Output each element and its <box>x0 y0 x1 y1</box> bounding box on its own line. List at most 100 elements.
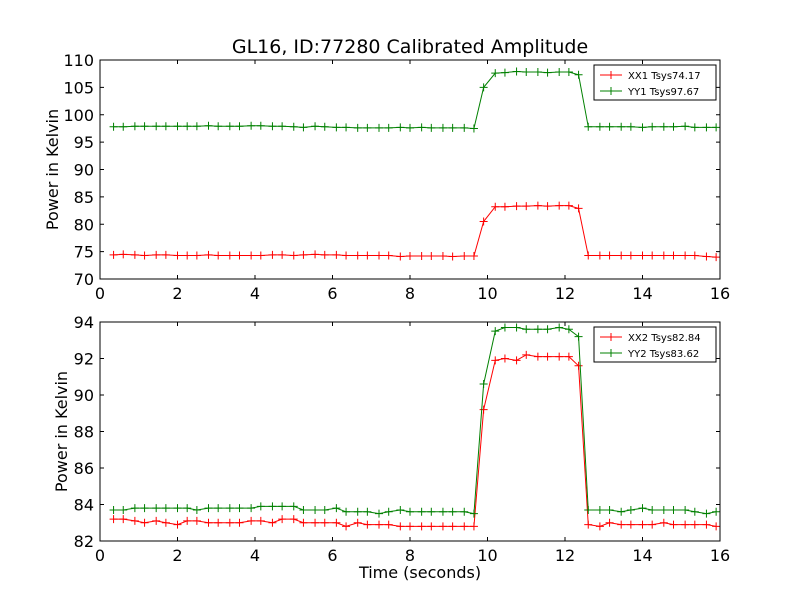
data-point-marker <box>626 520 635 529</box>
data-point-marker <box>268 518 277 527</box>
legend-swatch-marker <box>607 87 615 95</box>
data-point-marker <box>332 250 341 259</box>
data-point-marker <box>406 507 414 516</box>
data-point-marker <box>584 251 593 260</box>
data-point-marker <box>332 123 341 132</box>
data-point-marker <box>214 122 223 131</box>
data-point-marker <box>109 505 118 514</box>
data-point-marker <box>396 522 405 531</box>
y-tick-label: 95 <box>74 133 94 152</box>
data-point-marker <box>648 505 657 514</box>
data-point-marker <box>320 505 329 514</box>
x-tick-label: 6 <box>327 546 337 565</box>
data-point-marker <box>712 507 720 516</box>
data-point-marker <box>119 515 128 524</box>
data-point-marker <box>712 522 720 531</box>
data-point-marker <box>681 122 690 131</box>
data-point-marker <box>574 70 583 79</box>
data-point-marker <box>342 507 351 516</box>
data-point-marker <box>140 122 149 131</box>
data-point-marker <box>173 520 182 529</box>
data-point-marker <box>617 507 626 516</box>
data-point-marker <box>375 520 383 529</box>
data-point-marker <box>375 251 383 260</box>
data-point-marker <box>161 504 170 513</box>
data-point-marker <box>375 509 383 518</box>
y-tick-label: 110 <box>63 51 94 70</box>
data-point-marker <box>512 356 521 365</box>
data-point-marker <box>214 518 223 527</box>
data-point-marker <box>648 251 657 260</box>
data-point-marker <box>152 250 161 259</box>
data-point-marker <box>396 505 405 514</box>
data-point-marker <box>626 122 635 131</box>
data-point-marker <box>247 251 256 260</box>
y-tick-label: 85 <box>74 188 94 207</box>
data-point-marker <box>192 505 201 514</box>
data-point-marker <box>543 202 552 211</box>
series-xx2 <box>109 350 720 531</box>
data-point-marker <box>605 122 614 131</box>
x-tick-label: 16 <box>710 284 730 303</box>
data-point-marker <box>564 325 573 334</box>
data-point-marker <box>173 504 182 513</box>
data-point-marker <box>417 522 426 531</box>
y-tick-label: 86 <box>74 459 94 478</box>
data-point-marker <box>375 123 383 132</box>
data-point-marker <box>690 507 699 516</box>
series-yy1 <box>109 67 720 133</box>
data-point-marker <box>469 509 478 518</box>
x-tick-label: 6 <box>327 284 337 303</box>
legend-swatch-marker <box>607 333 615 341</box>
legend-box <box>593 326 717 363</box>
data-point-marker <box>638 504 647 513</box>
data-point-marker <box>183 122 192 131</box>
data-point-marker <box>417 252 426 261</box>
data-point-marker <box>460 507 469 516</box>
data-point-marker <box>648 520 657 529</box>
data-point-marker <box>669 122 678 131</box>
data-point-marker <box>564 201 573 210</box>
data-point-marker <box>460 123 469 132</box>
data-point-marker <box>119 505 128 514</box>
data-point-marker <box>183 251 192 260</box>
data-point-marker <box>363 251 372 260</box>
data-point-marker <box>278 515 287 524</box>
data-point-marker <box>119 250 128 259</box>
data-point-marker <box>342 522 351 531</box>
legend-entry-label: YY1 Tsys97.67 <box>627 87 699 98</box>
y-tick-label: 105 <box>63 78 94 97</box>
data-point-marker <box>533 325 542 334</box>
data-point-marker <box>130 516 139 525</box>
data-point-marker <box>332 504 341 513</box>
data-point-marker <box>522 325 531 334</box>
data-point-marker <box>109 515 118 524</box>
data-point-marker <box>320 122 329 131</box>
data-point-marker <box>256 516 265 525</box>
data-point-marker <box>638 251 647 260</box>
data-point-marker <box>256 251 265 260</box>
y-axis-label: Power in Kelvin <box>43 109 62 230</box>
data-point-marker <box>396 252 405 261</box>
x-tick-label: 12 <box>555 284 575 303</box>
x-tick-label: 8 <box>405 546 415 565</box>
data-point-marker <box>204 250 213 259</box>
x-tick-label: 14 <box>632 546 652 565</box>
data-point-marker <box>278 502 287 511</box>
data-point-marker <box>491 356 500 365</box>
data-point-marker <box>659 251 668 260</box>
data-point-marker <box>353 251 362 260</box>
y-tick-label: 75 <box>74 243 94 262</box>
data-point-marker <box>479 83 488 92</box>
data-point-marker <box>469 252 478 261</box>
data-point-marker <box>491 202 500 211</box>
data-point-marker <box>690 123 699 132</box>
data-point-marker <box>247 121 256 130</box>
legend-entry-label: XX1 Tsys74.17 <box>628 71 701 82</box>
data-point-marker <box>384 123 393 132</box>
data-point-marker <box>555 201 564 210</box>
data-point-marker <box>522 202 531 211</box>
data-point-marker <box>225 518 234 527</box>
data-point-marker <box>512 67 521 76</box>
